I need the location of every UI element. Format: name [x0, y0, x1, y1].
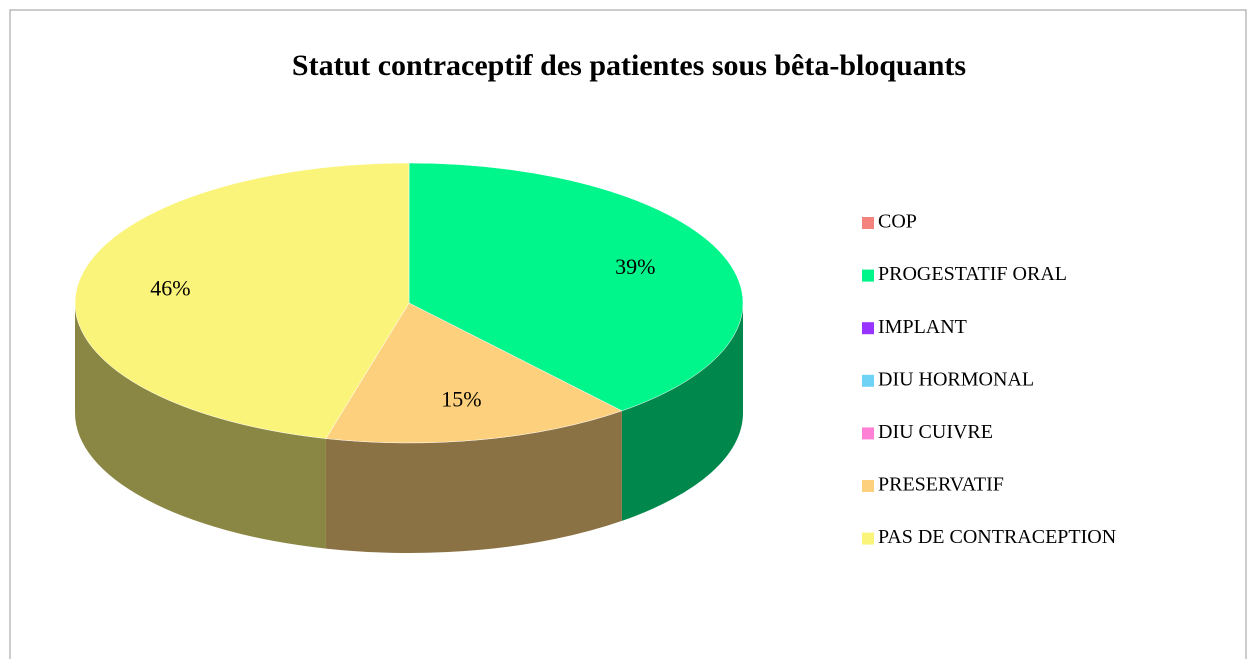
pie-slice [325, 302, 623, 444]
legend-swatch [862, 322, 874, 335]
legend-label: DIU HORMONAL [878, 368, 1034, 390]
data-label: 15% [441, 386, 481, 411]
legend-label: PAS DE CONTRACEPTION [878, 526, 1116, 548]
data-label: 46% [150, 275, 190, 300]
legend-swatch [862, 269, 874, 282]
legend-swatch [862, 374, 874, 387]
data-label: 39% [615, 254, 655, 279]
pie-slice [408, 162, 744, 412]
pie-slice [74, 162, 410, 439]
legend-swatch [862, 217, 874, 229]
legend-swatch [862, 427, 874, 440]
legend-label: IMPLANT [878, 316, 967, 338]
legend-label: DIU CUIVRE [878, 421, 993, 443]
legend-swatch [862, 532, 874, 545]
pie-tops [74, 162, 744, 444]
chart-title: Statut contraceptif des patientes sous b… [292, 49, 966, 82]
legend-swatch [862, 480, 874, 492]
legend-label: COP [878, 211, 917, 233]
pie-side [325, 410, 622, 553]
legend-label: PROGESTATIF ORAL [878, 263, 1067, 285]
pie-side [75, 303, 326, 549]
pie-side [621, 303, 743, 521]
pie-sides [75, 303, 743, 553]
legend-label: PRESERVATIF [878, 474, 1004, 496]
